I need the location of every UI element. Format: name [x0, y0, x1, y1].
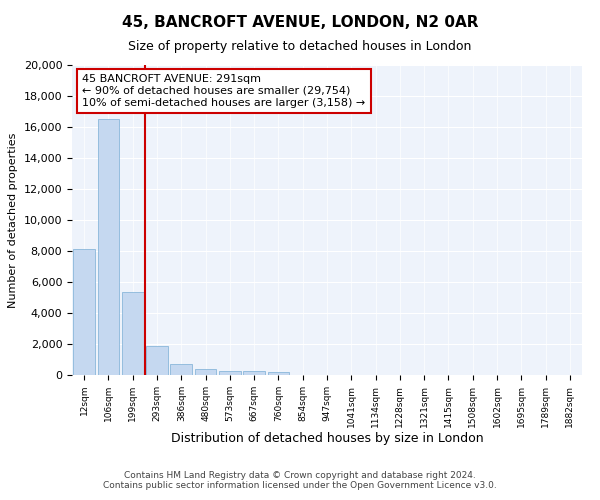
Text: 45, BANCROFT AVENUE, LONDON, N2 0AR: 45, BANCROFT AVENUE, LONDON, N2 0AR [122, 15, 478, 30]
Text: Contains HM Land Registry data © Crown copyright and database right 2024.
Contai: Contains HM Land Registry data © Crown c… [103, 470, 497, 490]
Bar [243, 372, 265, 375]
Bar [219, 370, 241, 375]
Text: Size of property relative to detached houses in London: Size of property relative to detached ho… [128, 40, 472, 53]
Y-axis label: Number of detached properties: Number of detached properties [8, 132, 18, 308]
X-axis label: Distribution of detached houses by size in London: Distribution of detached houses by size … [170, 432, 484, 446]
Bar [73, 250, 95, 375]
Bar [268, 372, 289, 375]
Bar [170, 364, 192, 375]
Bar [122, 292, 143, 375]
Bar [194, 370, 217, 375]
Bar [97, 119, 119, 375]
Text: 45 BANCROFT AVENUE: 291sqm
← 90% of detached houses are smaller (29,754)
10% of : 45 BANCROFT AVENUE: 291sqm ← 90% of deta… [82, 74, 365, 108]
Bar [146, 346, 168, 375]
